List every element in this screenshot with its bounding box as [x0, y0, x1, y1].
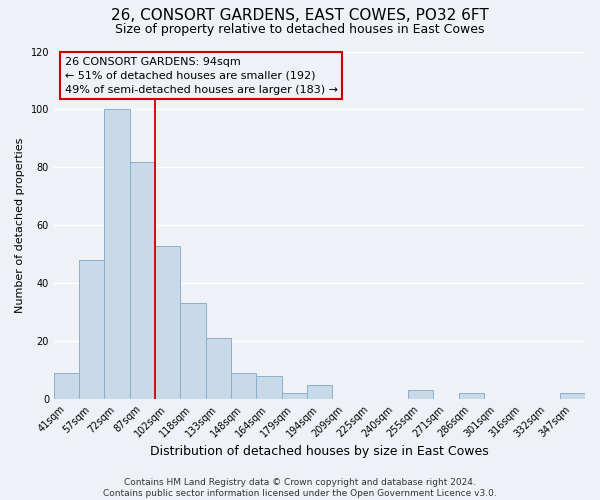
Bar: [79, 260, 104, 399]
Text: 26 CONSORT GARDENS: 94sqm
← 51% of detached houses are smaller (192)
49% of semi: 26 CONSORT GARDENS: 94sqm ← 51% of detac…: [65, 56, 338, 94]
Bar: [458, 394, 484, 399]
Text: Size of property relative to detached houses in East Cowes: Size of property relative to detached ho…: [115, 22, 485, 36]
Bar: [256, 376, 281, 399]
Bar: [181, 304, 206, 399]
Bar: [104, 110, 130, 399]
Bar: [155, 246, 181, 399]
Text: 26, CONSORT GARDENS, EAST COWES, PO32 6FT: 26, CONSORT GARDENS, EAST COWES, PO32 6F…: [111, 8, 489, 22]
Bar: [54, 373, 79, 399]
Bar: [408, 390, 433, 399]
X-axis label: Distribution of detached houses by size in East Cowes: Distribution of detached houses by size …: [150, 444, 489, 458]
Bar: [206, 338, 231, 399]
Bar: [231, 373, 256, 399]
Y-axis label: Number of detached properties: Number of detached properties: [15, 138, 25, 313]
Bar: [560, 394, 585, 399]
Bar: [307, 384, 332, 399]
Text: Contains HM Land Registry data © Crown copyright and database right 2024.
Contai: Contains HM Land Registry data © Crown c…: [103, 478, 497, 498]
Bar: [281, 394, 307, 399]
Bar: [130, 162, 155, 399]
